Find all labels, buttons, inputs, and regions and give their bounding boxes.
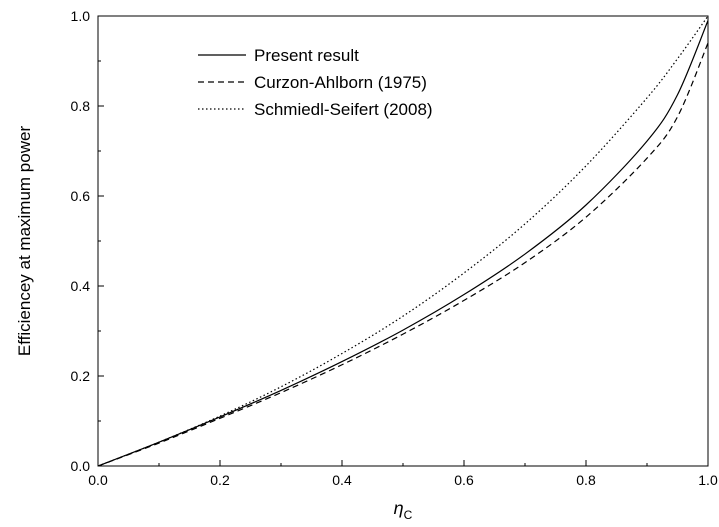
series-line-1 (97, 42, 709, 467)
x-axis-label: ηC (394, 498, 413, 522)
series-layer (97, 15, 709, 467)
y-tick-label: 1.0 (71, 8, 91, 24)
x-tick-label: 0.4 (332, 472, 352, 488)
series-line-2 (97, 15, 709, 467)
x-axis-label-subscript: C (404, 508, 413, 522)
x-axis-label-symbol: η (394, 498, 404, 518)
x-tick-label: 0.0 (88, 472, 108, 488)
x-tick-label: 0.6 (454, 472, 474, 488)
series-line-0 (97, 20, 709, 467)
x-tick-label: 0.2 (210, 472, 230, 488)
y-tick-label: 0.8 (71, 98, 91, 114)
y-tick-label: 0.0 (71, 458, 91, 474)
y-tick-label: 0.4 (71, 278, 91, 294)
x-tick-label: 0.8 (576, 472, 596, 488)
y-tick-label: 0.6 (71, 188, 91, 204)
legend-label-schmiedl-seifert: Schmiedl-Seifert (2008) (254, 100, 433, 119)
y-axis-label: Efficiencey at maximum power (15, 126, 34, 357)
legend-label-present-result: Present result (254, 46, 359, 65)
plot-area: 0.0 0.2 0.4 0.6 0.8 1.0 0.0 0.2 0.4 0.6 0.8 1.0 (71, 8, 718, 488)
y-tick-label: 0.2 (71, 368, 91, 384)
legend-label-curzon-ahlborn: Curzon-Ahlborn (1975) (254, 73, 427, 92)
legend: Present result Curzon-Ahlborn (1975) Sch… (198, 46, 433, 119)
x-tick-label: 1.0 (698, 472, 718, 488)
tick-layer: 0.0 0.2 0.4 0.6 0.8 1.0 0.0 0.2 0.4 0.6 0.8 1.0 (71, 8, 718, 488)
